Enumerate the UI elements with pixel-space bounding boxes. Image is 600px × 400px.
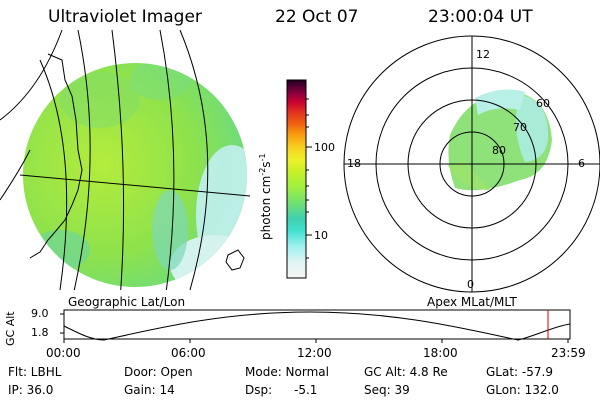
altitude-ytick-1-8: 1.8 bbox=[31, 326, 49, 339]
status-door: Door: Open bbox=[124, 365, 193, 379]
status-dsp-label: Dsp: bbox=[245, 383, 273, 397]
colorbar-unit-label: photon cm-2s-1 bbox=[258, 153, 273, 240]
polar-plot bbox=[343, 35, 600, 293]
status-seq: Seq: 39 bbox=[364, 383, 410, 397]
altitude-ylabel: GC Alt bbox=[4, 311, 17, 346]
observation-time: 23:00:04 UT bbox=[428, 7, 533, 27]
polar-caption: Apex MLat/MLT bbox=[427, 295, 517, 309]
altitude-xtick-0600: 06:00 bbox=[171, 346, 206, 360]
status-mode: Mode: Normal bbox=[245, 365, 329, 379]
colorbar-tick-10: 10 bbox=[314, 229, 328, 242]
instrument-title: Ultraviolet Imager bbox=[48, 7, 202, 27]
polar-aurora bbox=[448, 89, 552, 191]
altitude-xtick-0000: 00:00 bbox=[46, 346, 81, 360]
altitude-xtick-2359: 23:59 bbox=[551, 346, 586, 360]
geographic-caption: Geographic Lat/Lon bbox=[68, 295, 186, 309]
mlat-ring-label-70: 70 bbox=[513, 121, 527, 134]
observation-date: 22 Oct 07 bbox=[275, 7, 359, 27]
mlt-label-6: 6 bbox=[578, 157, 585, 170]
altitude-xtick-1800: 18:00 bbox=[423, 346, 458, 360]
altitude-ytick-9: 9.0 bbox=[31, 307, 49, 320]
status-gain: Gain: 14 bbox=[124, 383, 175, 397]
status-gc-alt: GC Alt: 4.8 Re bbox=[364, 365, 448, 379]
status-ip: IP: 36.0 bbox=[8, 383, 54, 397]
mlt-label-18: 18 bbox=[347, 157, 361, 170]
mlat-ring-label-60: 60 bbox=[536, 97, 550, 110]
status-dsp-value: -5.1 bbox=[294, 383, 318, 397]
status-glat: GLat: -57.9 bbox=[486, 365, 553, 379]
mlt-label-12: 12 bbox=[476, 48, 490, 61]
geographic-grid bbox=[0, 29, 251, 290]
altitude-xtick-1200: 12:00 bbox=[297, 346, 332, 360]
status-glon: GLon: 132.0 bbox=[486, 383, 559, 397]
geographic-image bbox=[23, 63, 247, 287]
status-flt: Flt: LBHL bbox=[8, 365, 62, 379]
mlt-label-0: 0 bbox=[467, 278, 474, 291]
colorbar bbox=[286, 79, 312, 279]
colorbar-tick-100: 100 bbox=[314, 141, 335, 154]
mlat-ring-label-80: 80 bbox=[492, 144, 506, 157]
altitude-plot bbox=[60, 309, 571, 343]
